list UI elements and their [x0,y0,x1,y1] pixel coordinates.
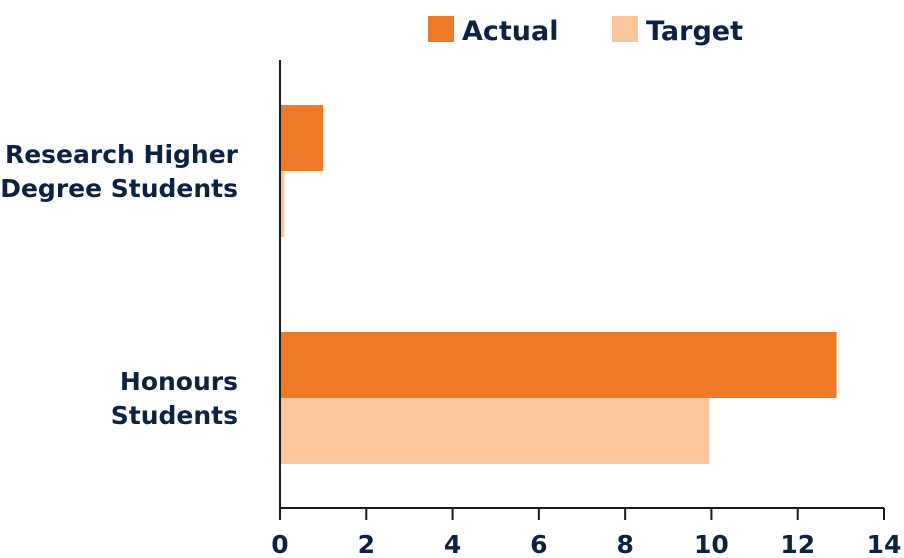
category-label-0-line-0: Research Higher [5,140,239,169]
bar-target-0 [280,171,285,237]
x-tick-label-6: 6 [530,530,547,558]
category-label-0-line-1: Degree Students [0,174,238,203]
x-tick-label-14: 14 [867,530,902,558]
category-label-1-line-1: Students [111,401,238,430]
bar-target-1 [280,398,710,464]
legend-swatch-target [612,16,638,42]
x-tick-label-8: 8 [616,530,633,558]
legend-label-actual: Actual [462,16,559,47]
legend: Actual Target [428,16,743,47]
bar-actual-0 [280,105,324,171]
axes: 0 2 4 6 8 10 12 14 [271,60,901,558]
x-tick-label-2: 2 [358,530,375,558]
category-label-1-line-0: Honours [120,367,238,396]
bars [280,105,837,464]
bar-actual-1 [280,332,837,398]
x-tick-label-0: 0 [271,530,288,558]
x-tick-label-12: 12 [780,530,815,558]
legend-swatch-actual [428,16,454,42]
legend-label-target: Target [646,16,743,47]
category-labels: Research Higher Degree Students Honours Stu… [0,140,238,430]
x-tick-label-4: 4 [444,530,461,558]
x-tick-label-10: 10 [694,530,729,558]
